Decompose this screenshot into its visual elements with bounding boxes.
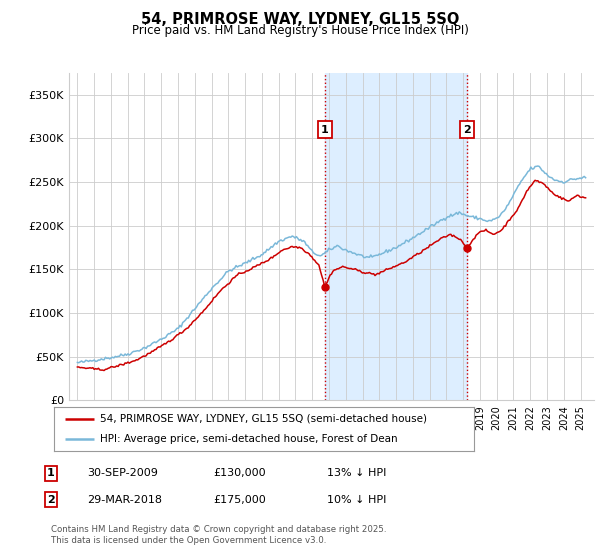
Text: Price paid vs. HM Land Registry's House Price Index (HPI): Price paid vs. HM Land Registry's House …	[131, 24, 469, 37]
Text: 29-MAR-2018: 29-MAR-2018	[87, 494, 162, 505]
Text: 54, PRIMROSE WAY, LYDNEY, GL15 5SQ (semi-detached house): 54, PRIMROSE WAY, LYDNEY, GL15 5SQ (semi…	[100, 414, 427, 424]
Text: 30-SEP-2009: 30-SEP-2009	[87, 468, 158, 478]
Text: HPI: Average price, semi-detached house, Forest of Dean: HPI: Average price, semi-detached house,…	[100, 434, 398, 444]
Text: 1: 1	[47, 468, 55, 478]
Bar	[325, 73, 467, 400]
Text: 54, PRIMROSE WAY, LYDNEY, GL15 5SQ: 54, PRIMROSE WAY, LYDNEY, GL15 5SQ	[141, 12, 459, 27]
Text: Contains HM Land Registry data © Crown copyright and database right 2025.
This d: Contains HM Land Registry data © Crown c…	[51, 525, 386, 545]
Text: 13% ↓ HPI: 13% ↓ HPI	[327, 468, 386, 478]
Text: 2: 2	[47, 494, 55, 505]
Text: 10% ↓ HPI: 10% ↓ HPI	[327, 494, 386, 505]
Text: £130,000: £130,000	[213, 468, 266, 478]
Text: £175,000: £175,000	[213, 494, 266, 505]
Text: 2: 2	[463, 124, 471, 134]
Text: 1: 1	[321, 124, 329, 134]
